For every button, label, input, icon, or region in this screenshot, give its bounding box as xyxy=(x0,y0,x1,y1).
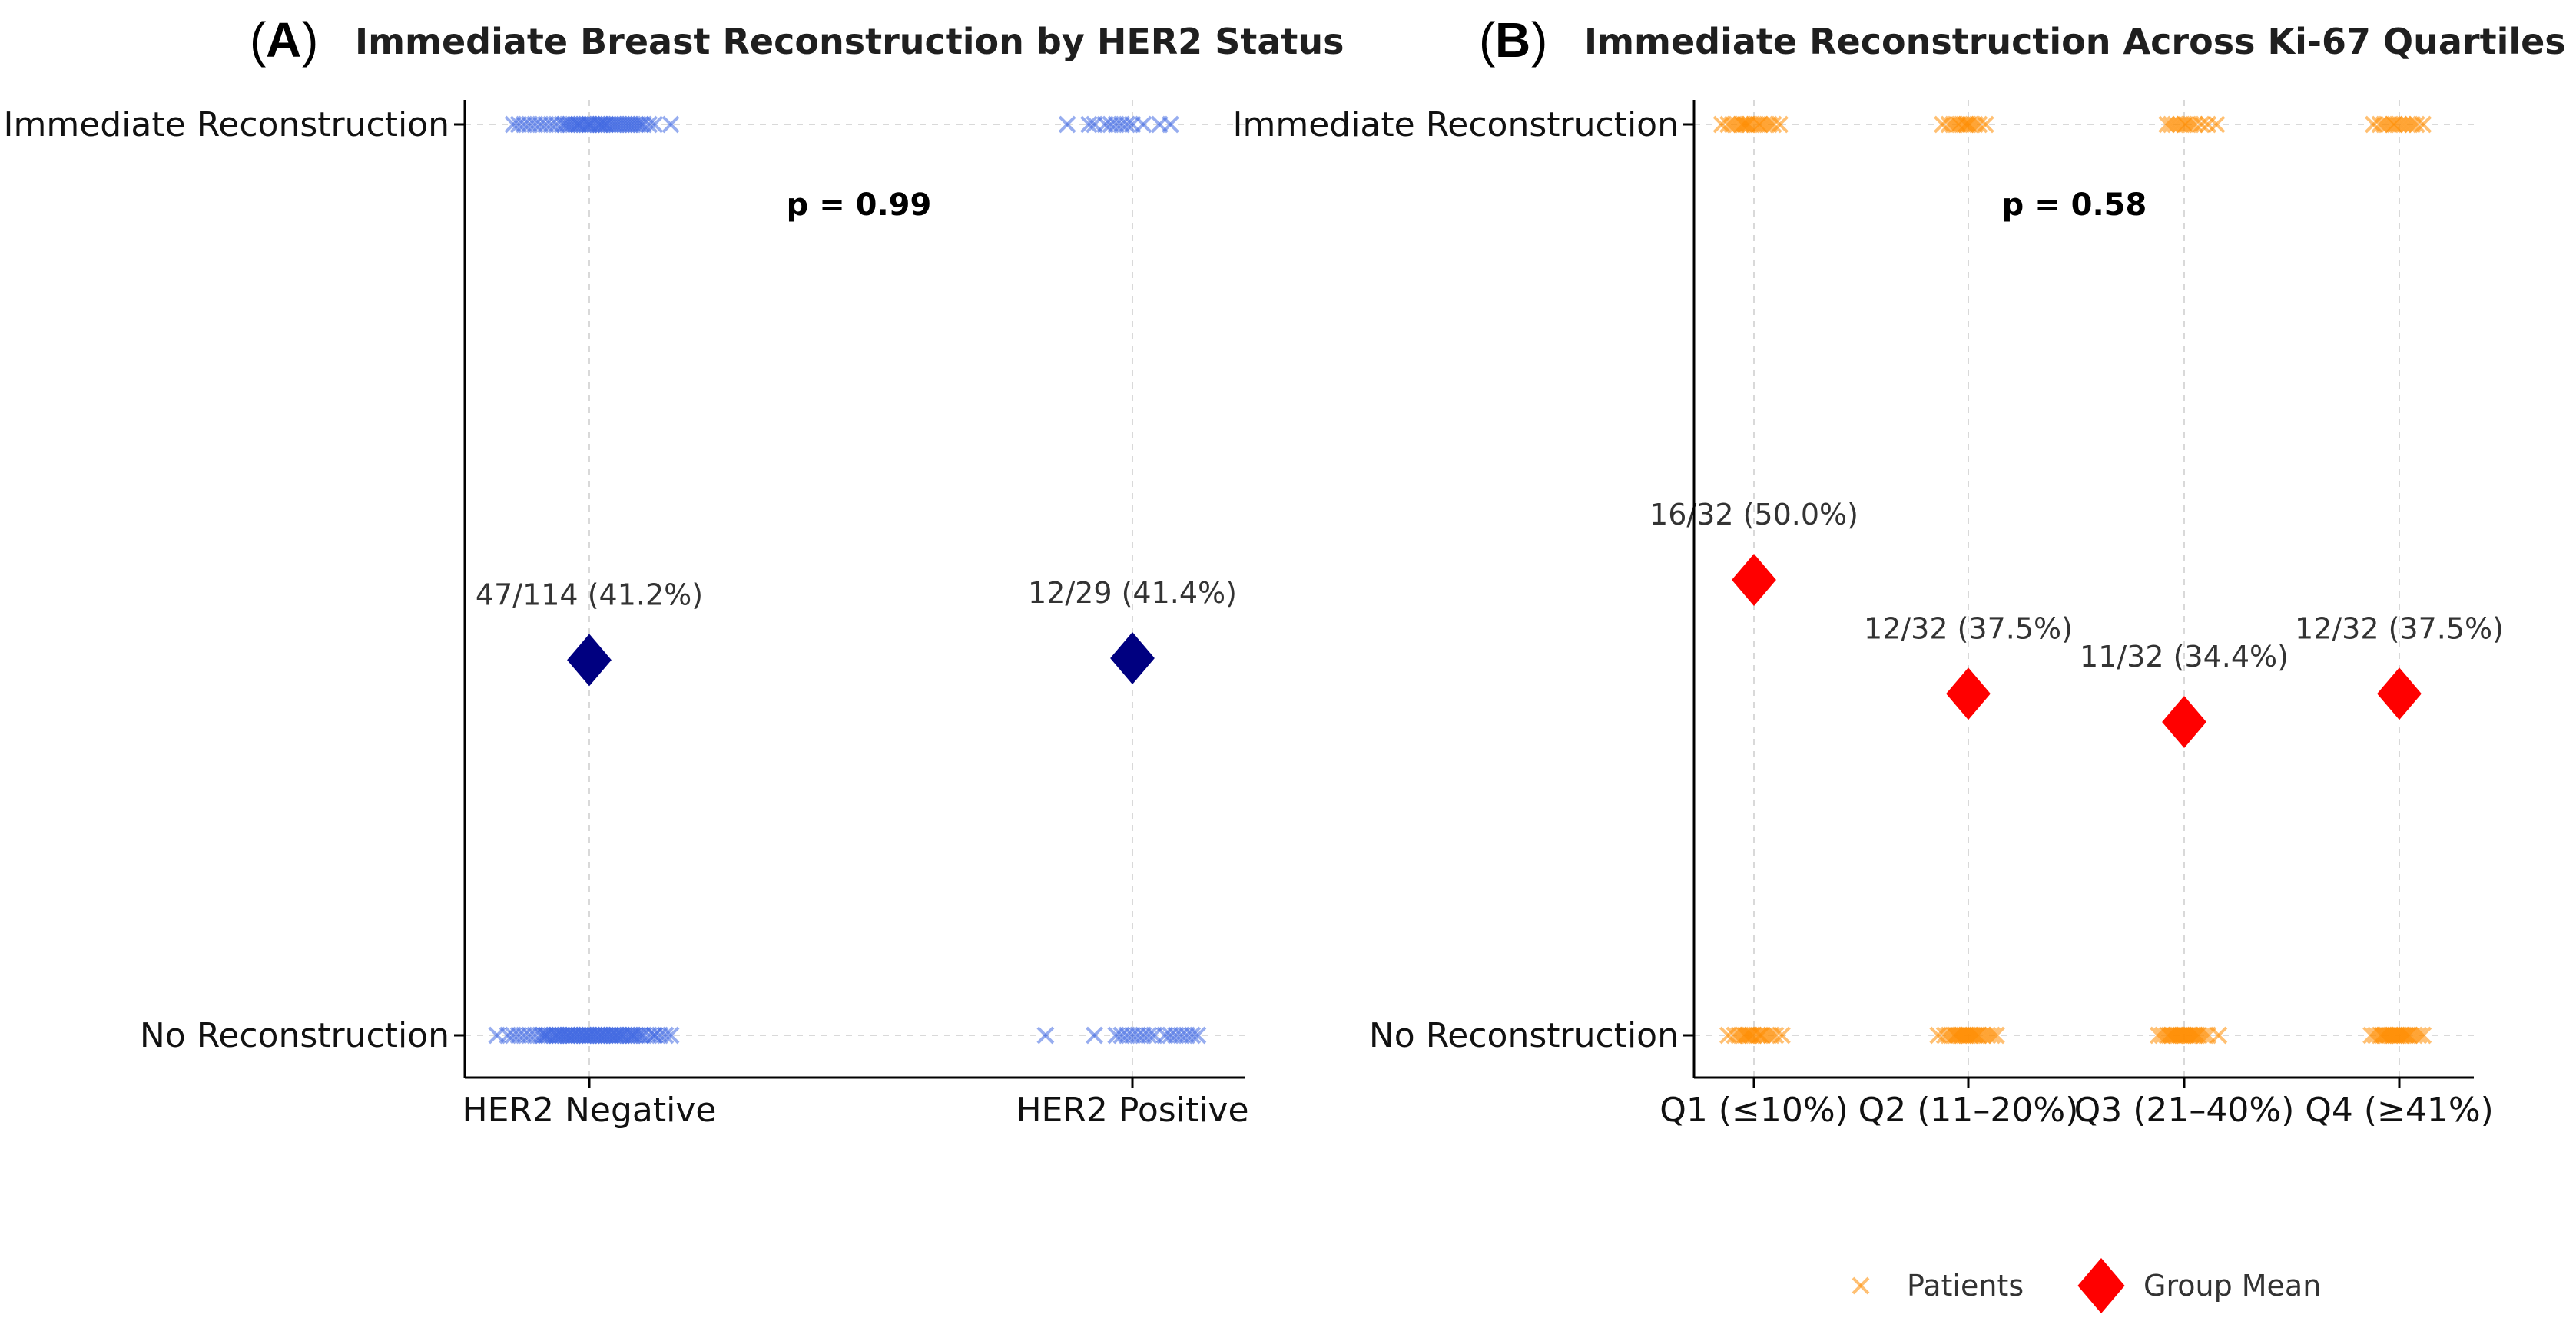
patient-marker xyxy=(1118,115,1136,134)
patient-marker xyxy=(2407,115,2425,134)
patient-marker xyxy=(1086,1026,1103,1045)
panel-b-letter: B xyxy=(1495,12,1530,68)
patient-marker xyxy=(1764,115,1782,134)
group-mean-label: 11/32 (34.4%) xyxy=(2080,640,2289,674)
patient-marker xyxy=(591,115,609,134)
x-tick-label: Q2 (11–20%) xyxy=(1858,1091,2079,1130)
patient-marker xyxy=(553,1026,572,1045)
legend-group-mean-label: Group Mean xyxy=(2143,1269,2321,1303)
y-tick-label: No Reconstruction xyxy=(140,1016,449,1055)
patient-marker xyxy=(624,1026,642,1045)
patient-marker xyxy=(661,115,680,134)
patient-marker xyxy=(1189,1026,1207,1045)
panel-b-tick-labels: No Reconstruction Immediate Reconstructio… xyxy=(1233,105,2494,1130)
group-mean-marker xyxy=(1110,631,1155,684)
patient-marker xyxy=(2414,115,2432,134)
legend-diamond-marker xyxy=(2077,1258,2125,1313)
patient-marker xyxy=(1772,1026,1791,1045)
panel-b-title: Immediate Reconstruction Across Ki-67 Qu… xyxy=(1584,21,2566,62)
legend: Patients Group Mean xyxy=(1852,1258,2321,1313)
patient-marker xyxy=(2192,115,2210,134)
patient-marker xyxy=(1771,115,1789,134)
panel-b-axes xyxy=(1692,100,2474,1079)
y-tick-label: No Reconstruction xyxy=(1369,1016,1679,1055)
group-mean-label: 12/29 (41.4%) xyxy=(1028,576,1237,610)
x-tick-label: Q4 (≥41%) xyxy=(2305,1091,2494,1130)
legend-patients-label: Patients xyxy=(1907,1269,2024,1303)
panel-b-open-paren: ( xyxy=(1479,12,1495,68)
patient-marker xyxy=(2207,115,2226,134)
patient-marker xyxy=(509,115,528,134)
legend-item-patients: Patients xyxy=(1852,1269,2024,1303)
legend-item-group-mean: Group Mean xyxy=(2077,1258,2321,1313)
legend-group-mean-marker xyxy=(2077,1258,2125,1313)
patient-marker xyxy=(1976,115,1994,134)
group-mean-marker xyxy=(1732,554,1776,606)
patient-marker xyxy=(1970,115,1988,134)
group-mean-marker xyxy=(567,634,612,687)
group-mean-marker xyxy=(2162,696,2206,749)
group-mean-label: 16/32 (50.0%) xyxy=(1649,498,1858,531)
x-tick-label: Q1 (≤10%) xyxy=(1659,1091,1848,1130)
group-mean-marker xyxy=(1946,667,1991,720)
patient-marker xyxy=(1983,1026,2001,1045)
group-mean-label: 47/114 (41.2%) xyxy=(476,578,703,611)
patient-marker xyxy=(1134,115,1152,134)
patient-marker xyxy=(1080,115,1098,134)
panel-b-patient-markers xyxy=(1712,115,2432,1045)
patient-marker xyxy=(1139,1026,1158,1045)
panel-a-gridlines xyxy=(465,100,1245,1078)
patient-marker xyxy=(1058,115,1076,134)
patient-marker xyxy=(569,115,588,134)
patient-marker xyxy=(640,115,658,134)
panel-a: ( A ) Immediate Breast Reconstruction by… xyxy=(4,12,1344,1130)
legend-patients-marker xyxy=(1852,1276,1870,1295)
panel-a-close-paren: ) xyxy=(302,12,318,68)
panel-a-group-means: 47/114 (41.2%) 12/29 (41.4%) xyxy=(476,576,1237,687)
panel-b-close-paren: ) xyxy=(1531,12,1547,68)
panel-a-p-value: p = 0.99 xyxy=(787,187,932,223)
patient-marker xyxy=(537,1026,555,1045)
panel-b: ( B ) Immediate Reconstruction Across Ki… xyxy=(1233,12,2566,1130)
patient-marker xyxy=(1183,1026,1202,1045)
patient-marker xyxy=(1162,115,1179,134)
patient-marker xyxy=(645,115,664,134)
group-mean-marker xyxy=(2377,667,2422,720)
y-tick-label: Immediate Reconstruction xyxy=(1233,105,1679,144)
patient-marker xyxy=(596,115,615,134)
patient-marker xyxy=(661,1026,680,1045)
patient-marker xyxy=(2194,1026,2213,1045)
panel-a-title: Immediate Breast Reconstruction by HER2 … xyxy=(355,21,1344,62)
panel-b-p-value: p = 0.58 xyxy=(2002,187,2147,223)
panel-a-letter: A xyxy=(266,12,301,68)
patient-marker xyxy=(607,1026,625,1045)
panel-a-open-paren: ( xyxy=(250,12,266,68)
x-tick-label: HER2 Negative xyxy=(462,1091,717,1130)
panel-a-patient-markers xyxy=(488,115,1207,1045)
panel-a-axes xyxy=(463,100,1245,1079)
group-mean-label: 12/32 (37.5%) xyxy=(1864,611,2073,645)
panel-a-tick-labels: No Reconstruction Immediate Reconstructio… xyxy=(4,105,1249,1130)
patient-marker xyxy=(2186,115,2204,134)
patient-marker xyxy=(645,1026,664,1045)
x-tick-label: HER2 Positive xyxy=(1016,1091,1248,1130)
panel-b-gridlines xyxy=(1694,100,2474,1078)
panel-a-heading: ( A ) Immediate Breast Reconstruction by… xyxy=(250,12,1344,68)
patient-marker xyxy=(2409,1026,2428,1045)
patient-marker xyxy=(2210,1026,2228,1045)
panel-b-group-means: 16/32 (50.0%) 12/32 (37.5%)11/32 (34.4%)1… xyxy=(1649,498,2504,749)
y-tick-label: Immediate Reconstruction xyxy=(4,105,450,144)
patient-marker xyxy=(1987,1026,2005,1045)
x-tick-label: Q3 (21–40%) xyxy=(2074,1091,2295,1130)
legend-x-marker xyxy=(1852,1276,1870,1295)
panel-b-heading: ( B ) Immediate Reconstruction Across Ki… xyxy=(1479,12,2566,68)
group-mean-label: 12/32 (37.5%) xyxy=(2295,611,2504,645)
patient-marker xyxy=(1766,1026,1785,1045)
patient-marker xyxy=(2414,1026,2432,1045)
patient-marker xyxy=(1036,1026,1055,1045)
